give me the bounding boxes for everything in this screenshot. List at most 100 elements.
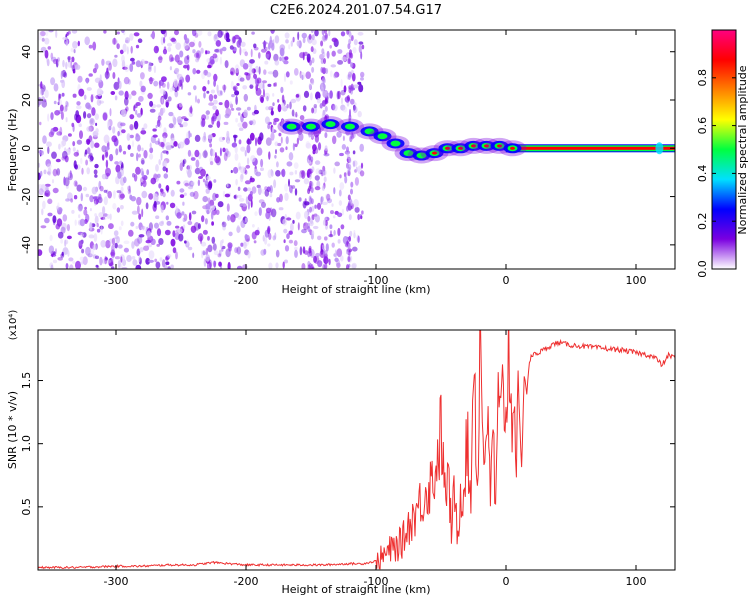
noise-speck [245,72,251,81]
noise-speck [141,147,144,152]
noise-speck [271,126,274,134]
noise-speck [192,30,197,37]
noise-speck [149,147,154,154]
noise-speck [42,135,47,144]
noise-band-speck [311,107,315,114]
noise-speck [235,178,238,186]
noise-speck [251,31,255,35]
noise-speck [101,258,108,265]
noise-speck [275,149,277,155]
noise-speck [55,158,61,163]
noise-speck [280,86,284,94]
noise-speck [337,49,343,54]
noise-speck [238,197,245,202]
noise-speck [310,92,313,101]
noise-speck [222,147,226,153]
noise-speck [329,70,333,78]
noise-speck [122,66,128,70]
noise-speck [40,170,43,177]
snr-y-label: SNR (10 * v/v) [6,391,19,469]
noise-speck [258,52,261,59]
noise-speck [39,88,45,96]
noise-speck [73,195,78,200]
noise-speck [175,42,182,50]
colorbar-tick-label: 0.2 [696,212,709,230]
noise-band-speck [310,187,314,193]
noise-speck [73,180,78,187]
noise-speck [95,122,98,126]
noise-speck [76,105,82,110]
noise-speck [169,202,176,209]
noise-speck [244,150,247,157]
noise-speck [92,41,97,51]
noise-speck [153,45,159,54]
noise-speck [338,189,342,197]
noise-speck [239,77,245,82]
noise-speck [304,211,309,219]
noise-speck [174,90,179,98]
noise-speck [163,90,166,95]
colorbar-tick-label: 0.0 [696,260,709,278]
noise-speck [318,169,323,175]
noise-speck [119,49,124,55]
noise-speck [242,85,248,90]
noise-speck [284,259,288,264]
noise-speck [269,35,272,45]
noise-speck [354,206,360,213]
noise-band-speck [346,30,350,35]
noise-speck [140,59,146,66]
noise-speck [237,122,244,128]
noise-speck [183,64,188,69]
noise-speck [206,261,212,269]
noise-speck [328,30,331,37]
noise-speck [266,95,269,102]
noise-speck [361,44,365,50]
noise-speck [71,209,75,214]
noise-speck [267,42,271,50]
noise-speck [326,50,330,59]
noise-speck [269,185,273,194]
noise-speck [301,170,306,179]
noise-speck [94,215,99,224]
noise-speck [331,242,335,248]
noise-speck [191,210,197,215]
noise-speck [207,31,212,37]
noise-speck [72,147,76,152]
noise-speck [218,261,222,267]
noise-speck [332,135,337,145]
x-tick-label: 100 [626,575,647,588]
noise-speck [213,250,219,256]
noise-speck [166,220,172,226]
noise-speck [331,103,336,111]
noise-speck [89,195,94,203]
snr-scale-label: (x10⁴) [8,310,19,341]
noise-speck [88,73,93,77]
noise-speck [194,149,200,158]
noise-speck [110,91,116,95]
noise-speck [202,252,207,255]
noise-speck [275,262,279,269]
noise-speck [227,214,231,221]
noise-speck [352,160,356,168]
noise-speck [205,110,210,115]
noise-speck [120,205,124,210]
noise-speck [288,178,290,187]
noise-speck [206,90,210,94]
noise-speck [52,187,59,194]
carrier-band-core [506,146,675,150]
noise-speck [148,61,152,70]
noise-speck [137,236,143,244]
noise-speck [262,80,267,84]
noise-speck [83,94,87,100]
colorbar-gradient [711,29,737,270]
noise-speck [274,141,279,147]
track-core [377,133,388,140]
noise-speck [209,143,213,148]
noise-speck [178,233,184,242]
noise-speck [302,222,309,231]
noise-speck [272,102,275,107]
noise-speck [263,248,267,255]
noise-speck [121,54,125,63]
noise-speck [323,256,329,265]
noise-speck [80,233,84,237]
